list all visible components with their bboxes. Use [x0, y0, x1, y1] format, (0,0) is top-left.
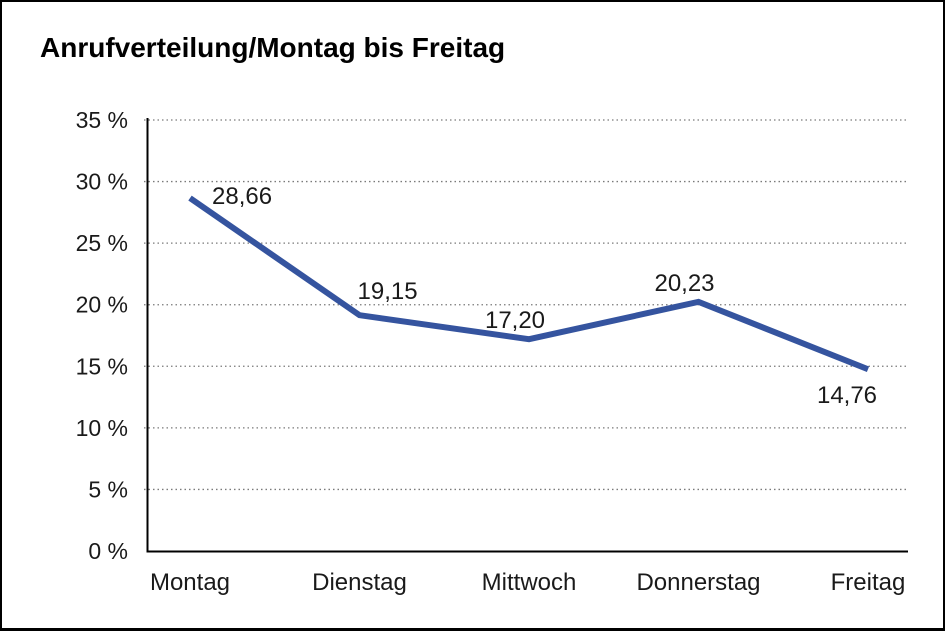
y-tick-label: 25 %	[76, 230, 128, 256]
data-point-label: 28,66	[212, 183, 272, 210]
y-tick-label: 35 %	[76, 107, 128, 133]
data-point-label: 17,20	[485, 307, 545, 334]
data-point-label: 20,23	[654, 270, 714, 297]
category-label: Freitag	[831, 569, 906, 596]
data-point-label: 14,76	[817, 382, 877, 409]
category-label: Mittwoch	[482, 569, 577, 596]
category-label: Donnerstag	[636, 569, 760, 596]
y-tick-label: 0 %	[88, 538, 128, 564]
series-line	[188, 195, 870, 373]
y-tick-label: 15 %	[76, 353, 128, 379]
data-point-label: 19,15	[358, 278, 418, 305]
y-tick-label: 30 %	[76, 169, 128, 195]
category-label: Montag	[150, 569, 230, 596]
y-tick-label: 10 %	[76, 415, 128, 441]
y-tick-label: 20 %	[76, 292, 128, 318]
chart-title: Anrufverteilung/Montag bis Freitag	[40, 32, 506, 63]
y-tick-label: 5 %	[88, 476, 128, 502]
category-label: Dienstag	[312, 569, 407, 596]
